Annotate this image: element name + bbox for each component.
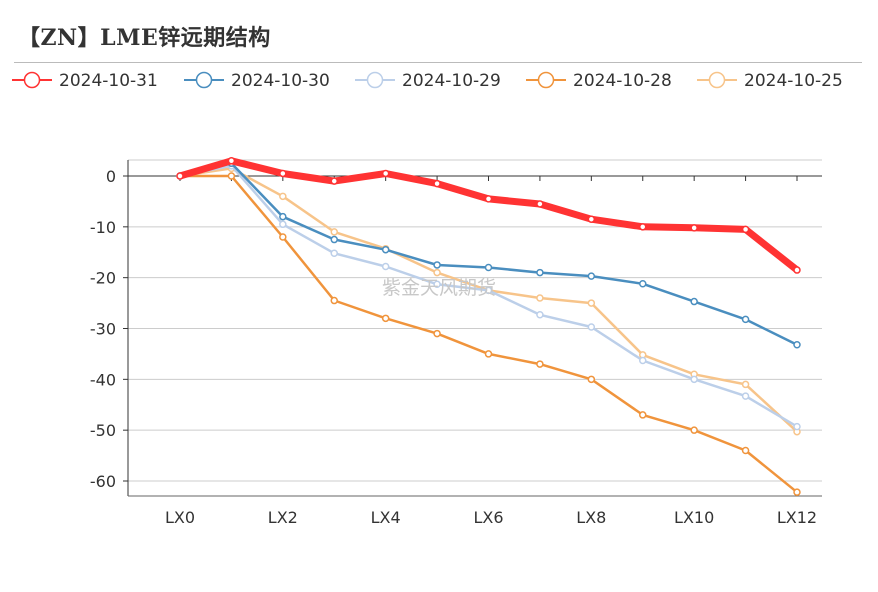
data-point bbox=[690, 297, 698, 306]
series-2024-10-25 bbox=[176, 164, 801, 436]
legend-item: 2024-10-31 bbox=[12, 71, 158, 91]
data-point bbox=[690, 375, 698, 384]
data-point bbox=[279, 192, 287, 201]
data-point bbox=[433, 268, 441, 277]
x-tick-label: LX12 bbox=[777, 508, 817, 527]
data-point bbox=[536, 311, 544, 319]
series-lines bbox=[176, 157, 801, 496]
axes: 0 -10 -20 -30 -40 -50 -60 LX0 LX2 LX4 LX6 LX8 LX10 LX… bbox=[90, 160, 822, 527]
y-tick-label: -20 bbox=[90, 269, 116, 288]
data-point bbox=[587, 215, 596, 223]
data-point bbox=[330, 235, 338, 244]
data-point bbox=[330, 228, 338, 236]
data-point bbox=[484, 286, 493, 295]
data-point bbox=[433, 329, 441, 338]
data-point bbox=[793, 266, 801, 274]
legend-item: 2024-10-29 bbox=[355, 71, 501, 91]
data-point bbox=[793, 341, 801, 349]
y-tick-label: -30 bbox=[90, 320, 116, 339]
x-tick-label: LX8 bbox=[576, 508, 606, 527]
data-point bbox=[433, 179, 441, 188]
y-tick-label: 0 bbox=[106, 167, 116, 186]
data-point bbox=[279, 212, 287, 221]
series-2024-10-31 bbox=[176, 157, 801, 274]
chart-title: 【ZN】LME锌远期结构 bbox=[18, 25, 271, 51]
x-tick-label: LX6 bbox=[473, 508, 503, 527]
data-point bbox=[639, 411, 647, 419]
data-point bbox=[587, 323, 596, 331]
data-point bbox=[690, 224, 698, 232]
data-point bbox=[484, 263, 493, 272]
legend-marker-icon bbox=[366, 71, 384, 89]
data-point bbox=[536, 268, 544, 277]
legend-marker-icon bbox=[708, 71, 726, 89]
data-point bbox=[536, 360, 544, 368]
legend: 2024-10-31 2024-10-30 2024-10-29 2024-10-28… bbox=[12, 71, 843, 91]
data-point bbox=[433, 261, 441, 269]
data-point bbox=[639, 356, 647, 365]
legend-marker-icon bbox=[195, 71, 213, 89]
data-point bbox=[176, 172, 184, 180]
data-point bbox=[639, 280, 647, 288]
data-point bbox=[536, 200, 544, 208]
data-point bbox=[279, 220, 287, 229]
data-point bbox=[741, 392, 750, 400]
data-point bbox=[690, 426, 698, 434]
x-tick-label: LX2 bbox=[268, 508, 298, 527]
data-point bbox=[793, 488, 801, 496]
data-point bbox=[587, 272, 596, 280]
legend-label: 2024-10-30 bbox=[231, 71, 330, 91]
data-point bbox=[484, 350, 493, 358]
data-point bbox=[433, 280, 441, 289]
x-tick-label: LX4 bbox=[371, 508, 401, 527]
legend-label: 2024-10-25 bbox=[744, 71, 843, 91]
data-point bbox=[587, 299, 596, 307]
data-point bbox=[227, 172, 236, 180]
data-point bbox=[741, 315, 750, 324]
data-point bbox=[381, 314, 390, 323]
data-point bbox=[741, 380, 750, 389]
grid-lines bbox=[128, 159, 822, 482]
title-divider bbox=[14, 62, 862, 63]
data-point bbox=[279, 169, 287, 178]
x-tick-label: LX10 bbox=[674, 508, 714, 527]
data-point bbox=[227, 157, 236, 165]
data-point bbox=[741, 225, 750, 234]
data-point bbox=[741, 446, 750, 455]
legend-item: 2024-10-25 bbox=[697, 71, 843, 91]
data-point bbox=[536, 294, 544, 302]
series-2024-10-29 bbox=[176, 162, 801, 431]
series-2024-10-30 bbox=[176, 159, 801, 349]
y-tick-label: -10 bbox=[90, 218, 116, 237]
data-point bbox=[381, 245, 390, 254]
series-line bbox=[178, 174, 799, 494]
y-tick-label: -40 bbox=[90, 370, 116, 389]
data-point bbox=[381, 169, 390, 178]
legend-label: 2024-10-31 bbox=[59, 71, 158, 91]
x-tick-label: LX0 bbox=[165, 508, 195, 527]
data-point bbox=[793, 422, 801, 431]
data-point bbox=[330, 177, 338, 185]
data-point bbox=[639, 223, 647, 231]
data-point bbox=[279, 233, 287, 241]
series-2024-10-28 bbox=[176, 172, 801, 496]
legend-label: 2024-10-28 bbox=[573, 71, 672, 91]
series-line bbox=[178, 167, 799, 433]
data-point bbox=[330, 296, 338, 305]
legend-label: 2024-10-29 bbox=[402, 71, 501, 91]
data-point bbox=[330, 249, 338, 258]
data-point bbox=[587, 375, 596, 384]
y-tick-label: -50 bbox=[90, 421, 116, 440]
legend-item: 2024-10-28 bbox=[526, 71, 672, 91]
legend-marker-icon bbox=[23, 71, 41, 89]
legend-item: 2024-10-30 bbox=[184, 71, 330, 91]
y-tick-label: -60 bbox=[90, 472, 116, 491]
data-point bbox=[381, 262, 390, 271]
legend-marker-icon bbox=[537, 71, 555, 89]
data-point bbox=[484, 195, 493, 203]
watermark: 紫金天风期货 bbox=[382, 277, 496, 299]
